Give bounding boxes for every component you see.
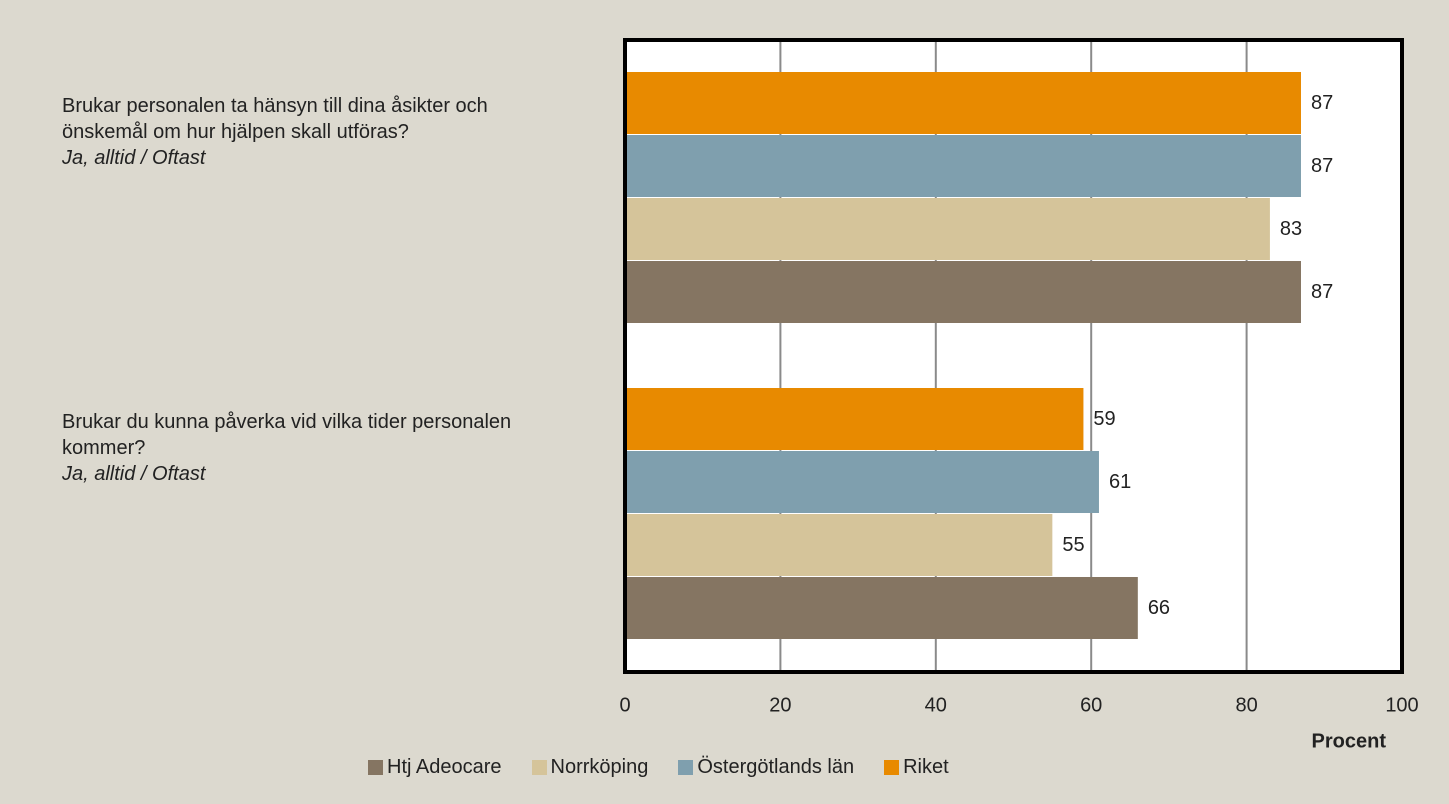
legend-label: Östergötlands län [697, 756, 855, 778]
value-label: 59 [1093, 408, 1115, 430]
category-label: Brukar personalen ta hänsyn till dina ås… [62, 93, 552, 171]
category-label: Brukar du kunna påverka vid vilka tider … [62, 409, 552, 487]
bar [625, 198, 1270, 260]
plot-border [623, 38, 1404, 674]
category-text: Brukar personalen ta hänsyn till dina ås… [62, 95, 488, 143]
x-tick-label: 100 [1385, 694, 1418, 716]
bar [625, 72, 1301, 134]
value-label: 87 [1311, 92, 1333, 114]
legend-item: Riket [884, 756, 949, 779]
bar [625, 261, 1301, 323]
legend-swatch [678, 760, 694, 775]
legend-swatch [884, 760, 900, 775]
x-tick-label: 40 [925, 694, 947, 716]
x-tick-label: 20 [769, 694, 791, 716]
legend-item: Htj Adeocare [368, 756, 502, 779]
value-label: 87 [1311, 281, 1333, 303]
x-tick-label: 80 [1235, 694, 1257, 716]
value-label: 55 [1062, 534, 1084, 556]
legend-label: Htj Adeocare [387, 756, 502, 778]
category-note: Ja, alltid / Oftast [62, 147, 206, 169]
legend-swatch [368, 760, 383, 775]
bar [625, 577, 1138, 639]
value-label: 87 [1311, 155, 1333, 177]
value-label: 83 [1280, 218, 1302, 240]
legend-swatch [531, 760, 547, 775]
x-axis-label: Procent [1312, 730, 1387, 752]
legend-label: Riket [903, 756, 949, 778]
legend-item: Östergötlands län [678, 756, 854, 779]
legend-item: Norrköping [531, 756, 649, 779]
value-label: 61 [1109, 471, 1131, 493]
legend-label: Norrköping [550, 756, 649, 778]
legend: Htj Adeocare Norrköping Östergötlands län R… [368, 756, 949, 779]
category-note: Ja, alltid / Oftast [62, 463, 206, 485]
bar [625, 451, 1099, 513]
bar [625, 135, 1301, 197]
value-label: 66 [1148, 597, 1170, 619]
bar [625, 388, 1084, 450]
x-tick-label: 0 [619, 694, 630, 716]
bar [625, 514, 1053, 576]
category-text: Brukar du kunna påverka vid vilka tider … [62, 411, 512, 459]
x-tick-label: 60 [1080, 694, 1102, 716]
